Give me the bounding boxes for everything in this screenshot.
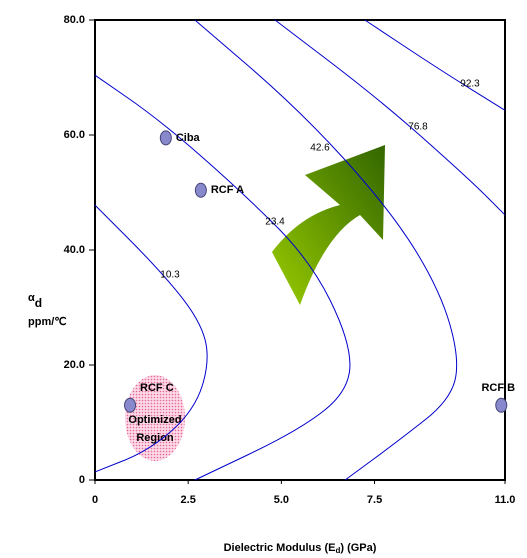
x-tick-label: 5.0 [274, 494, 289, 506]
contour-label: 92.3 [460, 79, 480, 90]
y-tick-label: 0 [79, 474, 85, 486]
x-axis-label: Dielectric Modulus (Ed) (GPa) [224, 542, 377, 555]
contour-label: 10.3 [160, 270, 180, 281]
contour-line [365, 20, 505, 110]
y-tick-label: 80.0 [64, 14, 85, 26]
point-label: RCF C [140, 382, 174, 394]
arrow [272, 145, 385, 305]
contour-label: 42.6 [310, 143, 330, 154]
x-axis-label: ) (GPa) [340, 542, 376, 554]
contour-label: 76.8 [408, 122, 428, 133]
point-label: Ciba [176, 132, 201, 144]
contour-line [275, 20, 505, 215]
contour-label: 23.4 [265, 217, 285, 228]
y-tick-label: 60.0 [64, 129, 85, 141]
data-point [160, 131, 171, 145]
y-axis-label: ppm/℃ [28, 316, 67, 328]
x-tick-label: 11.0 [495, 494, 516, 506]
data-point [125, 398, 136, 412]
data-point [195, 183, 206, 197]
y-axis-label: d [35, 296, 42, 310]
y-tick-label: 40.0 [64, 244, 85, 256]
chart: Optimized Region Dielectric Modulus (Ed)… [0, 0, 527, 558]
x-tick-label: 2.5 [181, 494, 196, 506]
x-tick-label: 7.5 [367, 494, 382, 506]
data-point [496, 398, 507, 412]
point-label: RCF A [211, 184, 244, 196]
annotation: Optimized [128, 414, 181, 426]
y-tick-label: 20.0 [64, 359, 85, 371]
y-axis-label: αd [28, 292, 42, 310]
x-axis-label: Dielectric Modulus (E [224, 542, 336, 554]
x-tick-label: 0 [92, 494, 98, 506]
point-label: RCF B [481, 382, 515, 394]
